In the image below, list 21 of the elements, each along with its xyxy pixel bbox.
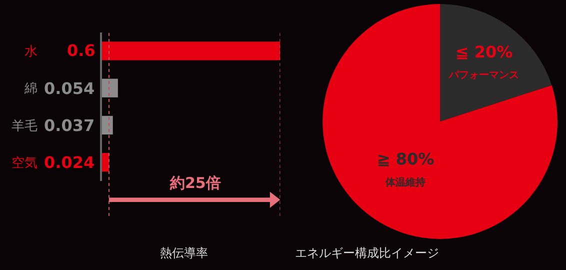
data-label: 0.024: [44, 153, 95, 172]
bar: [102, 78, 118, 98]
data-label: ≧ 80%: [376, 150, 434, 169]
text: 熱伝導率: [160, 246, 208, 260]
text: エネルギー構成比イメージ: [295, 246, 439, 260]
pie-slice: [440, 4, 552, 122]
annotation: 約25倍: [169, 174, 221, 192]
pie-slice: [322, 4, 558, 239]
data-label: ≦ 20%: [455, 42, 513, 62]
bar: [102, 153, 110, 172]
data-label: 0.037: [44, 116, 95, 135]
data-label: 0.6: [67, 41, 96, 60]
bar: [102, 116, 113, 134]
y-tick-label: 水: [24, 44, 38, 60]
slice-label: パフォーマンス: [448, 70, 520, 82]
y-tick-label: 綿: [24, 82, 38, 97]
bar: [102, 42, 280, 60]
slice-label: 体温維持: [384, 176, 426, 188]
y-tick-label: 空気: [12, 156, 38, 171]
data-label: 0.054: [44, 79, 95, 98]
y-tick-label: 羊毛: [12, 118, 38, 134]
